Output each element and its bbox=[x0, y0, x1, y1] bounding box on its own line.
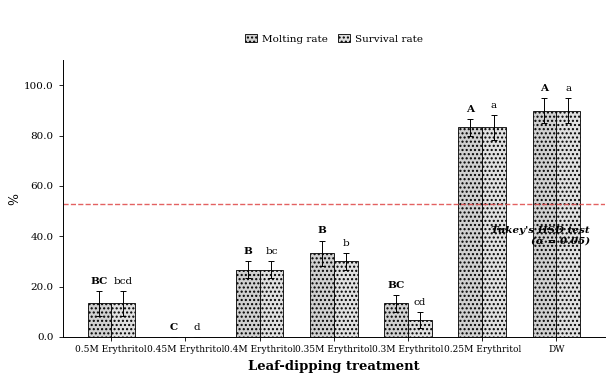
Text: a: a bbox=[565, 84, 571, 93]
Text: BC: BC bbox=[91, 277, 108, 286]
Bar bbox=[459, 127, 482, 337]
Text: Tukey's HSD test
(α = 0.05): Tukey's HSD test (α = 0.05) bbox=[491, 226, 590, 246]
X-axis label: Leaf-dipping treatment: Leaf-dipping treatment bbox=[248, 360, 419, 373]
Text: bc: bc bbox=[265, 247, 278, 256]
Text: a: a bbox=[491, 101, 497, 110]
Bar bbox=[482, 127, 506, 337]
Text: C: C bbox=[170, 323, 178, 332]
Text: cd: cd bbox=[414, 298, 426, 307]
Bar bbox=[557, 110, 580, 337]
Bar bbox=[236, 270, 259, 337]
Legend: Molting rate, Survival rate: Molting rate, Survival rate bbox=[241, 30, 427, 48]
Text: B: B bbox=[243, 247, 252, 256]
Text: bcd: bcd bbox=[113, 277, 132, 286]
Bar bbox=[333, 261, 357, 337]
Bar bbox=[408, 320, 432, 337]
Bar bbox=[259, 270, 283, 337]
Bar bbox=[384, 303, 408, 337]
Text: BC: BC bbox=[387, 281, 405, 290]
Bar bbox=[111, 303, 135, 337]
Text: b: b bbox=[342, 239, 349, 248]
Bar bbox=[533, 110, 557, 337]
Y-axis label: %: % bbox=[9, 192, 21, 205]
Bar bbox=[310, 253, 333, 337]
Text: A: A bbox=[541, 84, 549, 93]
Text: d: d bbox=[194, 323, 200, 332]
Bar bbox=[88, 303, 111, 337]
Text: A: A bbox=[466, 105, 474, 114]
Text: B: B bbox=[318, 226, 326, 235]
